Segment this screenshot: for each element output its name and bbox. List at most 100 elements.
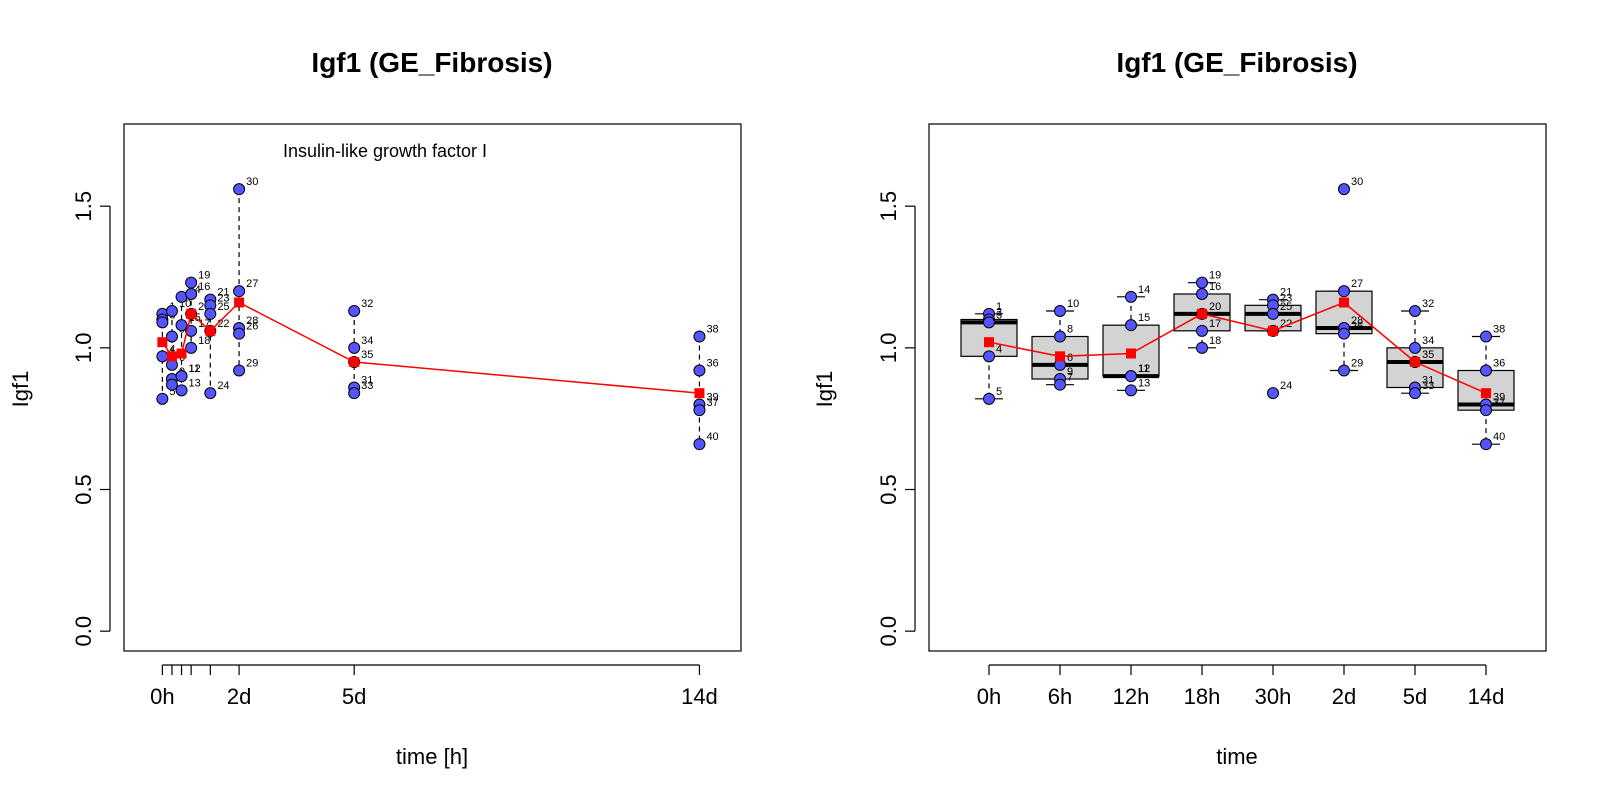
- data-point: [1196, 276, 1208, 289]
- data-point: [1409, 341, 1421, 354]
- point-label: 24: [217, 380, 229, 392]
- x-tick-label: 6h: [1048, 684, 1072, 709]
- point-label: 34: [1422, 335, 1434, 347]
- data-point: [983, 350, 995, 363]
- x-tick-label: 30h: [1255, 684, 1292, 709]
- point-label: 35: [1422, 349, 1434, 361]
- data-point: [156, 350, 169, 363]
- point-label: 36: [706, 358, 718, 370]
- data-point: [1267, 307, 1279, 320]
- data-point: [1338, 327, 1350, 340]
- point-label: 10: [1067, 298, 1079, 310]
- point-label: 16: [198, 281, 210, 293]
- y-axis: 0.0 0.5 1.0 1.5: [876, 191, 916, 646]
- data-point: [348, 387, 361, 400]
- x-axis: 0h 6h 12h 18h 30h 2d 5d 14d: [977, 664, 1505, 709]
- data-point: [1480, 438, 1492, 451]
- point-label: 6: [1067, 352, 1073, 364]
- data-point: [233, 183, 246, 196]
- point-label: 21: [217, 287, 229, 299]
- data-point: [1054, 305, 1066, 317]
- point-label: 39: [706, 392, 718, 404]
- data-point: [175, 370, 188, 383]
- y-axis-label: Igf1: [812, 371, 837, 408]
- point-label: 2: [996, 307, 1002, 319]
- data-point: [185, 276, 198, 289]
- data-point: [1480, 330, 1492, 343]
- data-point: [983, 316, 995, 329]
- data-point: [233, 327, 246, 340]
- data-point: [1125, 319, 1137, 332]
- point-label: 29: [246, 358, 258, 370]
- point-label: 3: [996, 309, 1002, 321]
- data-point: [1480, 364, 1492, 377]
- mean-marker: [1268, 325, 1278, 336]
- point-label: 4: [169, 343, 175, 355]
- y-tick-label: 1.5: [876, 191, 901, 222]
- point-label: 11: [1138, 363, 1149, 375]
- point-label: 4: [996, 343, 1002, 355]
- data-point: [233, 285, 246, 298]
- x-tick-label: 5d: [342, 684, 366, 709]
- point-label: 12: [1138, 363, 1150, 375]
- point-label: 17: [1209, 318, 1221, 330]
- data-point: [1196, 288, 1208, 300]
- data-point: [1338, 364, 1350, 377]
- mean-marker: [1339, 297, 1349, 308]
- scatter-time-panel: Igf1 (GE_Fibrosis) Insulin-like growth f…: [8, 47, 742, 769]
- mean-marker: [1481, 388, 1491, 399]
- y-tick-label: 1.0: [876, 333, 901, 364]
- point-label: 31: [361, 375, 373, 387]
- point-label: 19: [198, 270, 210, 282]
- point-label: 32: [1422, 298, 1434, 310]
- data-point: [1054, 378, 1066, 391]
- data-point: [233, 364, 246, 377]
- y-axis-label: Igf1: [8, 371, 33, 408]
- data-point: [1338, 183, 1350, 196]
- point-label: 26: [1351, 321, 1363, 333]
- point-label: 15: [1138, 312, 1150, 324]
- x-tick-label: 14d: [1468, 684, 1505, 709]
- data-point: [165, 330, 178, 343]
- point-label: 16: [1209, 281, 1221, 293]
- data-point: [693, 364, 706, 377]
- point-label: 5: [996, 386, 1002, 398]
- x-axis-label: time: [1216, 744, 1258, 769]
- point-label: 32: [361, 298, 373, 310]
- mean-marker: [694, 388, 705, 399]
- y-tick-label: 0.5: [71, 474, 96, 505]
- x-tick-label: 0h: [150, 684, 174, 709]
- point-label: 18: [198, 335, 210, 347]
- point-label: 20: [1209, 301, 1221, 313]
- point-label: 21: [1280, 287, 1292, 299]
- point-label: 25: [217, 301, 229, 313]
- point-label: 28: [1351, 315, 1363, 327]
- y-tick-label: 0.5: [876, 474, 901, 505]
- point-label: 23: [217, 292, 229, 304]
- point-label: 36: [1493, 358, 1505, 370]
- mean-marker: [205, 325, 216, 336]
- chart-title: Igf1 (GE_Fibrosis): [1116, 47, 1357, 78]
- point-label: 33: [361, 380, 373, 392]
- data-point: [204, 307, 217, 320]
- y-tick-label: 1.5: [71, 191, 96, 222]
- data-point: [175, 319, 188, 332]
- plot-marks: 1234510869714151112131916201718212325222…: [960, 176, 1515, 451]
- point-label: 27: [246, 278, 258, 290]
- mean-marker: [349, 357, 360, 367]
- data-point: [1267, 387, 1279, 400]
- gene-annotation: Insulin-like growth factor I: [283, 141, 487, 161]
- point-label: 13: [1138, 377, 1150, 389]
- point-label: 24: [1280, 380, 1292, 392]
- point-label: 9: [1067, 366, 1073, 378]
- data-point: [165, 305, 178, 317]
- point-label: 37: [706, 397, 718, 409]
- point-label: 12: [189, 363, 201, 375]
- boxplot-panel: Igf1 (GE_Fibrosis) time Igf1 0.0 0.5 1.0 1.…: [812, 47, 1547, 769]
- point-label: 14: [1138, 284, 1150, 296]
- data-point: [348, 341, 361, 354]
- data-point: [1054, 330, 1066, 343]
- data-point: [1409, 387, 1421, 400]
- data-point: [1338, 285, 1350, 298]
